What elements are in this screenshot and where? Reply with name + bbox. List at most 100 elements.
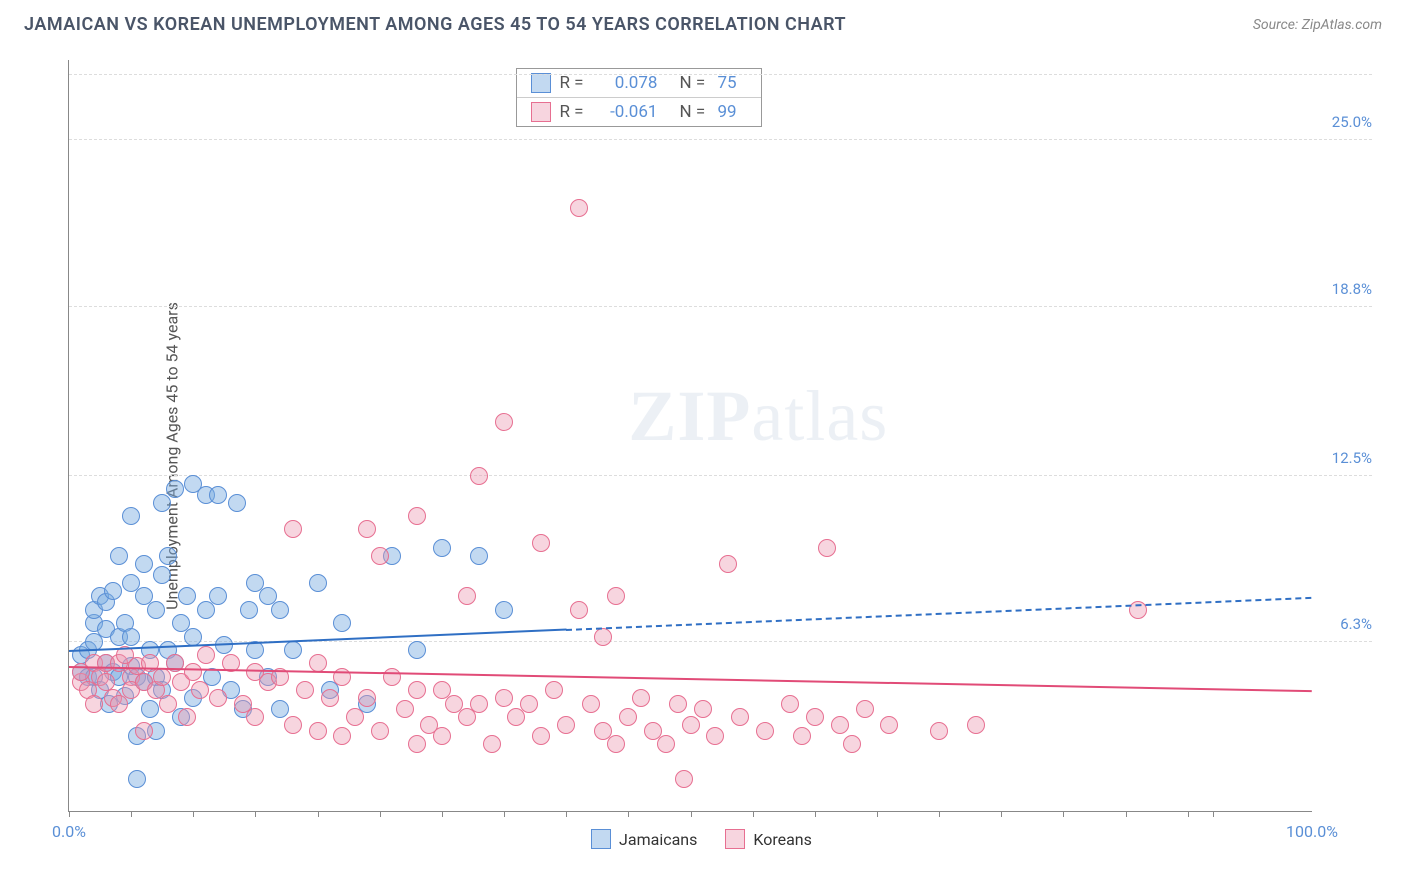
scatter-point bbox=[470, 547, 488, 565]
scatter-point bbox=[545, 681, 563, 699]
r-value: -0.061 bbox=[597, 102, 657, 122]
x-tick bbox=[193, 811, 194, 817]
scatter-point bbox=[433, 727, 451, 745]
x-tick bbox=[69, 811, 70, 817]
scatter-point bbox=[184, 628, 202, 646]
r-label: R = bbox=[559, 102, 589, 122]
scatter-point bbox=[240, 601, 258, 619]
legend-swatch bbox=[531, 73, 551, 93]
scatter-point bbox=[495, 689, 513, 707]
scatter-point bbox=[209, 587, 227, 605]
scatter-point bbox=[470, 467, 488, 485]
legend-item: Jamaicans bbox=[591, 829, 697, 849]
scatter-point bbox=[433, 539, 451, 557]
scatter-point bbox=[495, 413, 513, 431]
scatter-point bbox=[178, 587, 196, 605]
x-tick bbox=[566, 811, 567, 817]
scatter-point bbox=[532, 534, 550, 552]
scatter-point bbox=[520, 695, 538, 713]
scatter-point bbox=[880, 716, 898, 734]
scatter-point bbox=[831, 716, 849, 734]
scatter-point bbox=[682, 716, 700, 734]
scatter-point bbox=[532, 727, 550, 745]
scatter-point bbox=[371, 547, 389, 565]
n-value: 75 bbox=[717, 73, 747, 93]
n-label: N = bbox=[679, 102, 709, 122]
scatter-point bbox=[122, 507, 140, 525]
x-tick bbox=[318, 811, 319, 817]
scatter-point bbox=[408, 681, 426, 699]
r-label: R = bbox=[559, 73, 589, 93]
scatter-point bbox=[483, 735, 501, 753]
legend-label: Koreans bbox=[753, 830, 812, 849]
scatter-point bbox=[675, 770, 693, 788]
scatter-point bbox=[85, 695, 103, 713]
y-tick-label: 12.5% bbox=[1332, 449, 1372, 467]
scatter-point bbox=[619, 708, 637, 726]
scatter-point bbox=[309, 574, 327, 592]
x-tick bbox=[442, 811, 443, 817]
scatter-point bbox=[470, 695, 488, 713]
x-tick bbox=[628, 811, 629, 817]
scatter-point bbox=[284, 641, 302, 659]
scatter-point bbox=[246, 708, 264, 726]
scatter-point bbox=[843, 735, 861, 753]
scatter-point bbox=[756, 722, 774, 740]
scatter-point bbox=[495, 601, 513, 619]
scatter-point bbox=[284, 520, 302, 538]
x-tick-label: 100.0% bbox=[1286, 822, 1338, 841]
legend-swatch bbox=[725, 829, 745, 849]
y-tick-label: 25.0% bbox=[1332, 113, 1372, 131]
scatter-point bbox=[197, 646, 215, 664]
x-tick bbox=[380, 811, 381, 817]
series-legend: Jamaicans Koreans bbox=[591, 829, 812, 849]
scatter-point bbox=[209, 689, 227, 707]
scatter-point bbox=[408, 735, 426, 753]
x-tick bbox=[255, 811, 256, 817]
scatter-point bbox=[706, 727, 724, 745]
x-tick bbox=[1063, 811, 1064, 817]
gridline bbox=[69, 139, 1372, 140]
scatter-point bbox=[128, 770, 146, 788]
scatter-point bbox=[582, 695, 600, 713]
scatter-point bbox=[408, 641, 426, 659]
x-tick bbox=[753, 811, 754, 817]
scatter-point bbox=[309, 722, 327, 740]
scatter-point bbox=[135, 722, 153, 740]
plot-area: ZIPatlas R =0.078N =75R =-0.061N =99 Jam… bbox=[68, 60, 1312, 812]
scatter-point bbox=[184, 663, 202, 681]
scatter-point bbox=[159, 695, 177, 713]
header: JAMAICAN VS KOREAN UNEMPLOYMENT AMONG AG… bbox=[0, 0, 1406, 45]
scatter-point bbox=[396, 700, 414, 718]
scatter-point bbox=[333, 727, 351, 745]
scatter-point bbox=[657, 735, 675, 753]
watermark: ZIPatlas bbox=[628, 375, 888, 458]
x-tick bbox=[691, 811, 692, 817]
chart-title: JAMAICAN VS KOREAN UNEMPLOYMENT AMONG AG… bbox=[24, 14, 846, 35]
scatter-point bbox=[856, 700, 874, 718]
scatter-point bbox=[110, 547, 128, 565]
scatter-point bbox=[793, 727, 811, 745]
x-tick bbox=[504, 811, 505, 817]
scatter-point bbox=[806, 708, 824, 726]
legend-swatch bbox=[531, 102, 551, 122]
scatter-point bbox=[104, 582, 122, 600]
x-tick-label: 0.0% bbox=[52, 822, 86, 841]
x-tick bbox=[877, 811, 878, 817]
scatter-point bbox=[153, 566, 171, 584]
scatter-point bbox=[346, 708, 364, 726]
stats-box: R =0.078N =75R =-0.061N =99 bbox=[516, 68, 762, 127]
scatter-point bbox=[669, 695, 687, 713]
scatter-point bbox=[458, 587, 476, 605]
scatter-point bbox=[191, 681, 209, 699]
y-tick-label: 6.3% bbox=[1340, 615, 1372, 633]
chart-container: Unemployment Among Ages 45 to 54 years Z… bbox=[24, 50, 1382, 862]
x-tick bbox=[815, 811, 816, 817]
scatter-point bbox=[296, 681, 314, 699]
scatter-point bbox=[178, 708, 196, 726]
scatter-point bbox=[632, 689, 650, 707]
y-tick-label: 18.8% bbox=[1332, 280, 1372, 298]
scatter-point bbox=[607, 735, 625, 753]
x-tick bbox=[1001, 811, 1002, 817]
x-tick bbox=[1188, 811, 1189, 817]
